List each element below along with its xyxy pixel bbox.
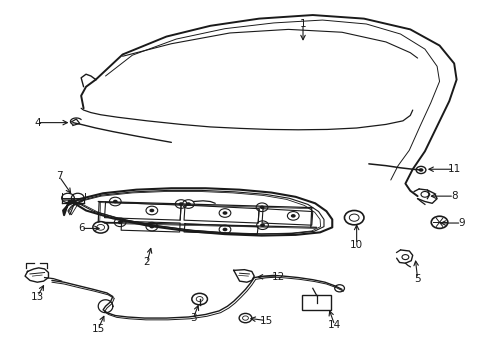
Circle shape: [149, 225, 154, 228]
Text: 1: 1: [299, 19, 305, 29]
Text: 15: 15: [91, 324, 104, 334]
Text: 14: 14: [327, 320, 341, 330]
Circle shape: [290, 214, 295, 218]
Circle shape: [118, 221, 122, 224]
Circle shape: [259, 206, 264, 209]
Text: 3: 3: [190, 313, 196, 323]
Text: 12: 12: [271, 272, 285, 282]
Text: 7: 7: [56, 171, 62, 181]
Text: 2: 2: [143, 257, 150, 267]
Text: 8: 8: [450, 191, 457, 201]
Text: 4: 4: [34, 118, 41, 128]
Circle shape: [149, 209, 154, 212]
Text: 9: 9: [457, 218, 464, 228]
Text: 11: 11: [447, 164, 460, 174]
Circle shape: [185, 202, 190, 206]
Circle shape: [260, 224, 264, 227]
Circle shape: [222, 228, 227, 231]
Text: 13: 13: [31, 292, 44, 302]
Circle shape: [178, 202, 183, 206]
Text: 5: 5: [413, 274, 420, 284]
Circle shape: [418, 168, 423, 172]
Text: 15: 15: [259, 316, 272, 325]
Circle shape: [113, 200, 118, 203]
Text: 10: 10: [349, 239, 363, 249]
Circle shape: [222, 211, 227, 215]
Text: 6: 6: [78, 224, 84, 233]
